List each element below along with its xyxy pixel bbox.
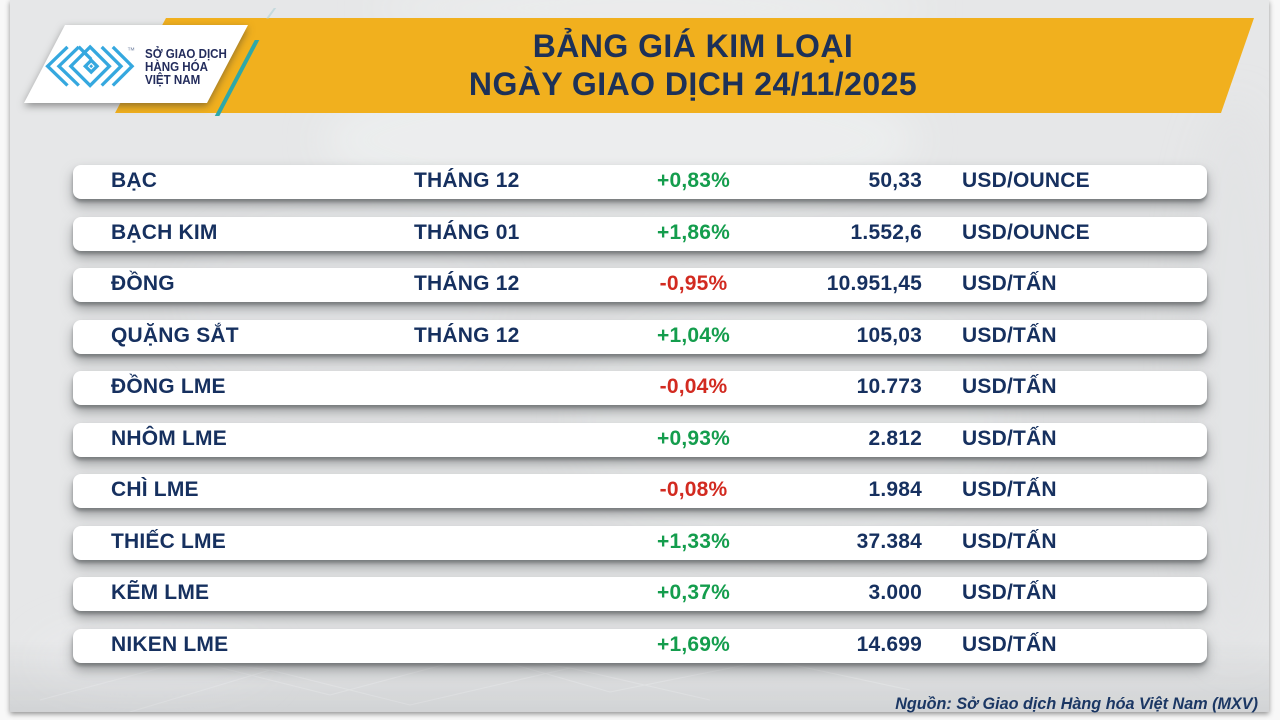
svg-text:™: ™ (127, 46, 135, 55)
